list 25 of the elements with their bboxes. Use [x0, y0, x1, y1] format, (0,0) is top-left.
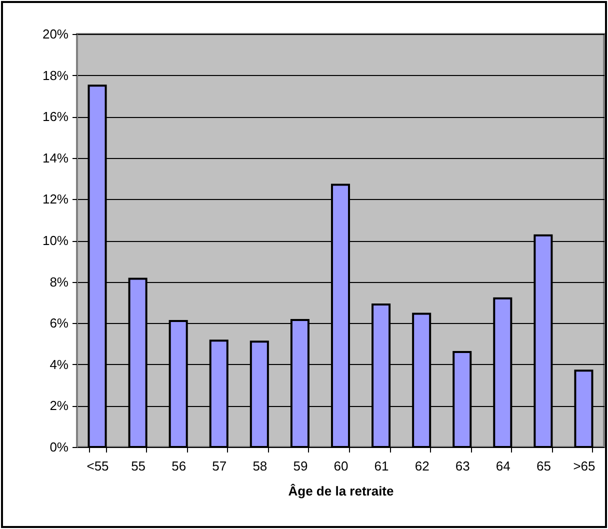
y-tick-label: 14% [42, 150, 69, 166]
y-tick-label: 18% [42, 68, 69, 83]
x-tick-label: 65 [536, 458, 551, 474]
y-tick-label: 12% [42, 192, 69, 207]
y-tick-label: 6% [50, 316, 69, 331]
x-tick-label: 56 [172, 458, 186, 474]
y-tick-label: 0% [50, 440, 69, 454]
x-tick-label: 62 [414, 458, 430, 474]
y-tick-label: 8% [50, 274, 69, 290]
x-tick-label: 55 [131, 458, 146, 474]
x-tick-label: 58 [252, 458, 268, 474]
x-axis-title: Âge de la retraite [288, 484, 394, 498]
y-tick-label: 16% [42, 109, 69, 124]
x-tick-label: >65 [573, 458, 596, 474]
y-tick-label: 4% [50, 356, 69, 372]
x-tick-label: 60 [334, 458, 348, 474]
x-tick-label: 63 [455, 458, 470, 474]
y-tick-label: 20% [42, 26, 69, 42]
x-tick-label: 64 [496, 458, 510, 474]
y-tick-label: 10% [42, 233, 69, 248]
x-tick-label: <55 [86, 458, 109, 474]
x-tick-label: 57 [212, 458, 227, 474]
y-tick-label: 2% [50, 398, 69, 414]
x-tick-label: 61 [374, 458, 389, 474]
x-tick-label: 59 [293, 458, 308, 474]
